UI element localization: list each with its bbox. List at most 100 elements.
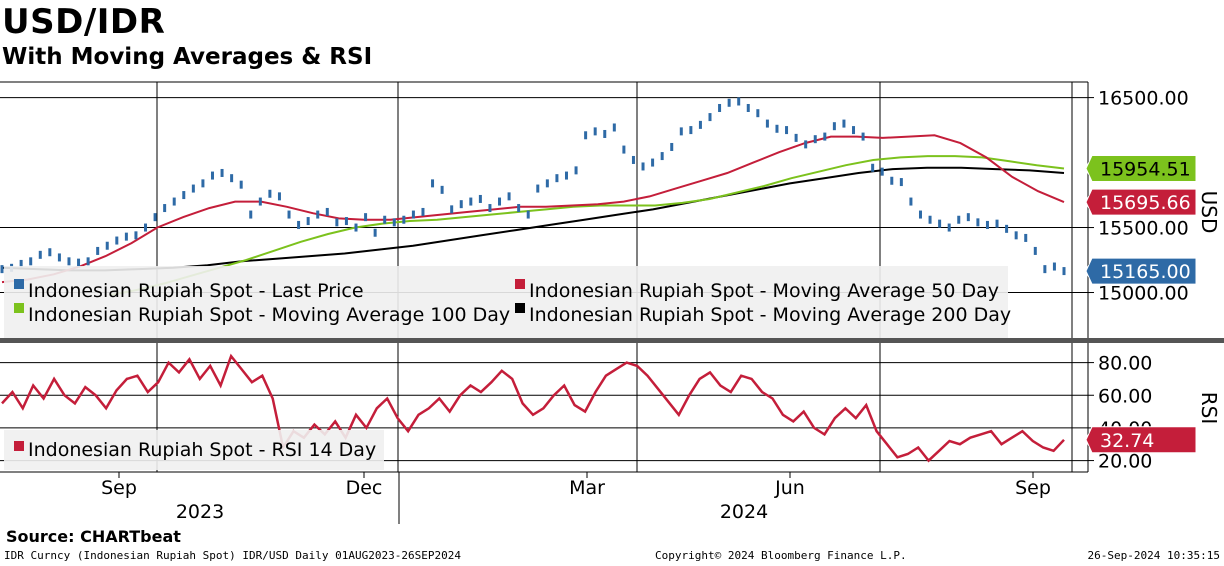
y-tick-label: 60.00 bbox=[1098, 385, 1152, 407]
value-tag-label: 15165.00 bbox=[1100, 261, 1191, 283]
price-bar bbox=[77, 258, 81, 267]
value-tag bbox=[1085, 154, 1197, 182]
y-tick-label: 16500.00 bbox=[1098, 88, 1189, 110]
price-bar bbox=[316, 210, 320, 219]
price-bar bbox=[392, 218, 396, 227]
x-tick-label: Mar bbox=[569, 477, 605, 499]
price-bar bbox=[153, 213, 157, 222]
price-bar bbox=[555, 174, 559, 183]
legend-label: Indonesian Rupiah Spot - Last Price bbox=[28, 280, 364, 302]
price-bar bbox=[746, 103, 750, 112]
price-bar bbox=[19, 259, 23, 268]
legend-box bbox=[4, 266, 1008, 338]
legend-swatch bbox=[515, 303, 525, 313]
price-bar bbox=[899, 178, 903, 187]
y-axis-label: RSI bbox=[1197, 392, 1221, 425]
price-bar bbox=[804, 140, 808, 149]
panel-separator bbox=[0, 338, 1224, 343]
price-bar bbox=[297, 220, 301, 229]
x-tick-label: Sep bbox=[101, 477, 137, 499]
price-bar bbox=[1062, 267, 1066, 276]
value-tag bbox=[1085, 426, 1197, 454]
y-axis-label: USD bbox=[1197, 191, 1221, 234]
price-bar bbox=[105, 241, 109, 250]
x-year-label: 2024 bbox=[720, 501, 768, 523]
legend-swatch bbox=[14, 303, 24, 313]
price-bar bbox=[1014, 231, 1018, 240]
price-bar bbox=[478, 194, 482, 203]
price-bar bbox=[1033, 246, 1037, 255]
price-bar bbox=[928, 215, 932, 224]
legend-label: Indonesian Rupiah Spot - Moving Average … bbox=[28, 304, 510, 326]
series-line-ma-50-day bbox=[1, 134, 1065, 284]
price-bar bbox=[631, 155, 635, 164]
price-bar bbox=[440, 185, 444, 194]
price-bar bbox=[861, 132, 865, 141]
price-bar bbox=[201, 179, 205, 188]
price-bar bbox=[718, 103, 722, 112]
price-bar bbox=[670, 142, 674, 151]
price-bar bbox=[1052, 262, 1056, 271]
price-bar bbox=[134, 231, 138, 240]
price-bar bbox=[995, 219, 999, 228]
price-bar bbox=[38, 250, 42, 259]
price-bar bbox=[182, 191, 186, 200]
price-bar bbox=[880, 167, 884, 176]
price-bar bbox=[890, 176, 894, 185]
price-bar bbox=[622, 145, 626, 154]
price-bar bbox=[230, 174, 234, 183]
x-tick-label: Dec bbox=[346, 477, 383, 499]
price-bar bbox=[823, 132, 827, 141]
price-bar bbox=[966, 213, 970, 222]
price-bar bbox=[976, 218, 980, 227]
price-bar bbox=[450, 205, 454, 214]
price-bar bbox=[938, 219, 942, 228]
price-bar bbox=[517, 204, 521, 213]
price-bar bbox=[660, 152, 664, 161]
price-bar bbox=[335, 218, 339, 227]
price-bar bbox=[832, 122, 836, 131]
price-bar bbox=[785, 126, 789, 135]
price-bar bbox=[124, 232, 128, 241]
price-bar bbox=[354, 223, 358, 232]
price-bar bbox=[698, 120, 702, 129]
value-tag bbox=[1085, 188, 1197, 216]
chart-subtitle: With Moving Averages & RSI bbox=[2, 44, 373, 70]
price-bar bbox=[258, 197, 262, 206]
value-tag-label: 32.74 bbox=[1100, 430, 1154, 452]
price-bar bbox=[756, 109, 760, 118]
price-bar bbox=[526, 210, 530, 219]
price-bar bbox=[1005, 224, 1009, 233]
price-bar bbox=[488, 204, 492, 213]
y-tick-label: 20.00 bbox=[1098, 451, 1152, 473]
price-bar bbox=[689, 126, 693, 135]
value-tag-label: 15695.66 bbox=[1100, 192, 1191, 214]
price-bar bbox=[918, 210, 922, 219]
price-bar bbox=[249, 210, 253, 219]
price-bar bbox=[708, 113, 712, 122]
y-tick-label: 15500.00 bbox=[1098, 218, 1189, 240]
price-bar bbox=[679, 127, 683, 136]
price-bar bbox=[191, 184, 195, 193]
price-bar bbox=[641, 162, 645, 171]
price-bar bbox=[48, 248, 52, 257]
price-bar bbox=[421, 207, 425, 216]
price-bar bbox=[239, 180, 243, 189]
price-bar bbox=[985, 220, 989, 229]
price-bar bbox=[277, 192, 281, 201]
price-bar bbox=[287, 210, 291, 219]
legend-label: Indonesian Rupiah Spot - Moving Average … bbox=[529, 280, 999, 302]
price-bar bbox=[842, 119, 846, 128]
price-bar bbox=[431, 179, 435, 188]
price-bar bbox=[96, 246, 100, 255]
footer-copyright: Copyright© 2024 Bloomberg Finance L.P. bbox=[655, 549, 907, 562]
price-bar bbox=[775, 124, 779, 133]
price-bar bbox=[612, 123, 616, 132]
price-bar bbox=[574, 166, 578, 175]
price-bar bbox=[220, 168, 224, 177]
price-bar bbox=[57, 253, 61, 262]
legend-swatch bbox=[14, 441, 24, 451]
price-bar bbox=[727, 98, 731, 107]
legend-swatch bbox=[515, 279, 525, 289]
price-bar bbox=[737, 97, 741, 106]
